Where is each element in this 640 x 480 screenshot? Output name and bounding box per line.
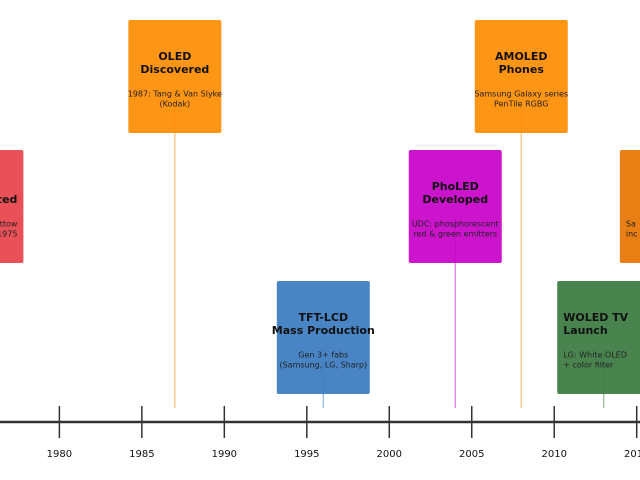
event: OLED Discovered 1987: Tang & Van Slyke(Kod… (128, 20, 222, 133)
event: TFT-LCD Mass Production Gen 3+ fabs(Samsun… (272, 281, 375, 394)
event-box (474, 20, 568, 133)
event-title: PhoLED Developed (422, 180, 488, 206)
event-detail: 1987: Tang & Van Slyke (128, 90, 222, 99)
axis: 1980 1985 1990 1995 2000 2005 2010 2015 (0, 406, 640, 460)
x-tick-label: 2010 (542, 449, 567, 460)
event-box (557, 281, 640, 394)
x-tick-label: 1990 (212, 449, 237, 460)
x-tick-label: 1980 (47, 449, 72, 460)
event: WOLED TV Launch LG: White OLED+ color filt… (557, 281, 640, 394)
event-detail: inc (626, 230, 638, 239)
event-detail: (Kodak) (160, 100, 191, 109)
event-box (276, 281, 370, 394)
event-box (128, 20, 222, 133)
event-title: WOLED TV Launch (563, 311, 628, 337)
event-box (408, 150, 502, 263)
x-tick-label: 2015 (624, 449, 640, 460)
event-title: AMOLED Phones (495, 50, 547, 76)
x-tick-label: 1995 (294, 449, 319, 460)
event-detail: (Samsung, LG, Sharp) (279, 361, 367, 370)
event-detail: Sa (626, 220, 636, 229)
x-tick-label: 1985 (129, 449, 154, 460)
event-detail: Samsung Galaxy series (474, 90, 568, 99)
event-title: ted (0, 193, 17, 206)
event: AMOLED Phones Samsung Galaxy seriesPenTile… (474, 20, 568, 133)
event-detail: red & green emitters (413, 230, 497, 239)
event-box (619, 150, 640, 263)
x-tick-label: 2005 (459, 449, 484, 460)
event: ted ottow–1975 (0, 150, 24, 263)
event-detail: + color filter (563, 361, 614, 370)
event-detail: UDC: phosphorescent (412, 220, 499, 229)
event-detail: ottow (0, 220, 18, 229)
event-detail: PenTile RGBG (494, 100, 548, 109)
event-title: OLED Discovered (140, 50, 209, 76)
event-detail: LG: White OLED (563, 351, 627, 360)
event-box (0, 150, 24, 263)
event-detail: Gen 3+ fabs (298, 351, 348, 360)
event-detail: –1975 (0, 230, 17, 239)
event-title: TFT-LCD Mass Production (272, 311, 375, 337)
x-tick-label: 2000 (377, 449, 402, 460)
